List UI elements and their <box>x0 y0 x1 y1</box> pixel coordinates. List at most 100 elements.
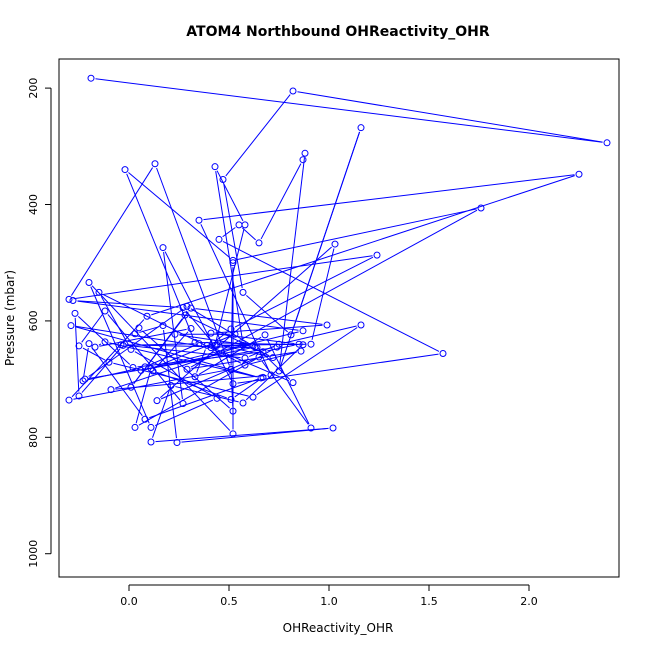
data-point <box>239 288 247 296</box>
series-segment <box>149 378 259 419</box>
data-point <box>159 244 167 252</box>
data-point <box>211 163 219 171</box>
data-point <box>273 343 281 351</box>
data-point <box>229 430 237 438</box>
data-point <box>71 309 79 317</box>
series-segment <box>261 360 309 425</box>
data-point <box>153 397 161 405</box>
data-point <box>297 347 305 355</box>
data-point <box>105 358 113 366</box>
data-point <box>187 324 195 332</box>
data-point <box>229 256 237 264</box>
data-point <box>255 239 263 247</box>
series-segment <box>155 427 329 443</box>
data-point <box>213 341 221 349</box>
series-segment <box>155 331 189 368</box>
data-point <box>329 424 337 432</box>
series-segment <box>160 358 256 400</box>
plot-frame <box>58 58 620 578</box>
series-segment <box>98 343 102 346</box>
data-point <box>191 373 199 381</box>
data-point <box>227 395 235 403</box>
data-point <box>261 331 269 339</box>
data-point <box>299 327 307 335</box>
data-point <box>301 149 309 157</box>
series-segment <box>157 372 227 399</box>
series-segment <box>73 255 373 300</box>
data-point <box>101 338 109 346</box>
data-point <box>331 240 339 248</box>
data-point <box>107 386 115 394</box>
data-point <box>241 361 249 369</box>
y-tick-label: 1000 <box>27 540 40 568</box>
series-segment <box>256 327 358 396</box>
series-segment <box>128 172 230 258</box>
series-segment <box>83 347 89 377</box>
data-point <box>289 379 297 387</box>
series-segment <box>163 251 183 400</box>
data-point <box>219 175 227 183</box>
data-point <box>373 251 381 259</box>
data-point <box>241 354 249 362</box>
data-point <box>195 216 203 224</box>
data-point <box>209 339 217 347</box>
data-point <box>575 170 583 178</box>
data-point <box>239 341 247 349</box>
data-point <box>299 341 307 349</box>
data-point <box>119 341 127 349</box>
data-point <box>147 438 155 446</box>
series-segment <box>234 379 260 398</box>
series-segment <box>279 131 361 367</box>
data-point <box>121 166 129 174</box>
series-segment <box>267 344 295 352</box>
x-tick-label: 0.0 <box>120 595 138 608</box>
data-point <box>131 423 139 431</box>
data-point <box>439 350 447 358</box>
data-point <box>357 124 365 132</box>
data-point <box>213 394 221 402</box>
data-point <box>65 396 73 404</box>
series-segment <box>91 285 231 431</box>
series-segment <box>279 157 305 367</box>
data-point <box>69 297 77 305</box>
data-point <box>101 307 109 315</box>
data-point <box>127 383 135 391</box>
x-tick-label: 1.0 <box>320 595 338 608</box>
series-segment <box>70 167 154 296</box>
series-segment <box>242 227 256 241</box>
series-segment <box>297 91 603 143</box>
data-point <box>131 330 139 338</box>
data-point <box>231 330 239 338</box>
data-point <box>299 156 307 164</box>
data-point <box>215 235 223 243</box>
series-segment <box>148 344 196 366</box>
data-point <box>141 363 149 371</box>
series-segment <box>137 351 259 368</box>
data-point <box>357 321 365 329</box>
data-point <box>229 407 237 415</box>
y-tick-label: 800 <box>27 427 40 448</box>
data-point <box>127 345 135 353</box>
series-segment <box>81 348 121 393</box>
series-segment <box>215 171 243 340</box>
data-point <box>235 221 243 229</box>
data-point <box>85 278 93 286</box>
series-segment <box>164 251 232 380</box>
data-point <box>241 221 249 229</box>
data-point <box>251 343 259 351</box>
data-point <box>149 367 157 375</box>
data-point <box>75 392 83 400</box>
data-point <box>159 322 167 330</box>
series-segment <box>127 343 195 346</box>
data-point <box>227 325 235 333</box>
series-segment <box>100 296 130 346</box>
data-point <box>203 341 211 349</box>
series-segment <box>133 311 189 384</box>
series-segment <box>225 94 291 177</box>
series-segment <box>77 316 131 365</box>
series-segment <box>139 326 159 333</box>
data-point <box>269 354 277 362</box>
series-segment <box>89 347 273 379</box>
data-point <box>129 363 137 371</box>
series-segment <box>246 294 288 333</box>
